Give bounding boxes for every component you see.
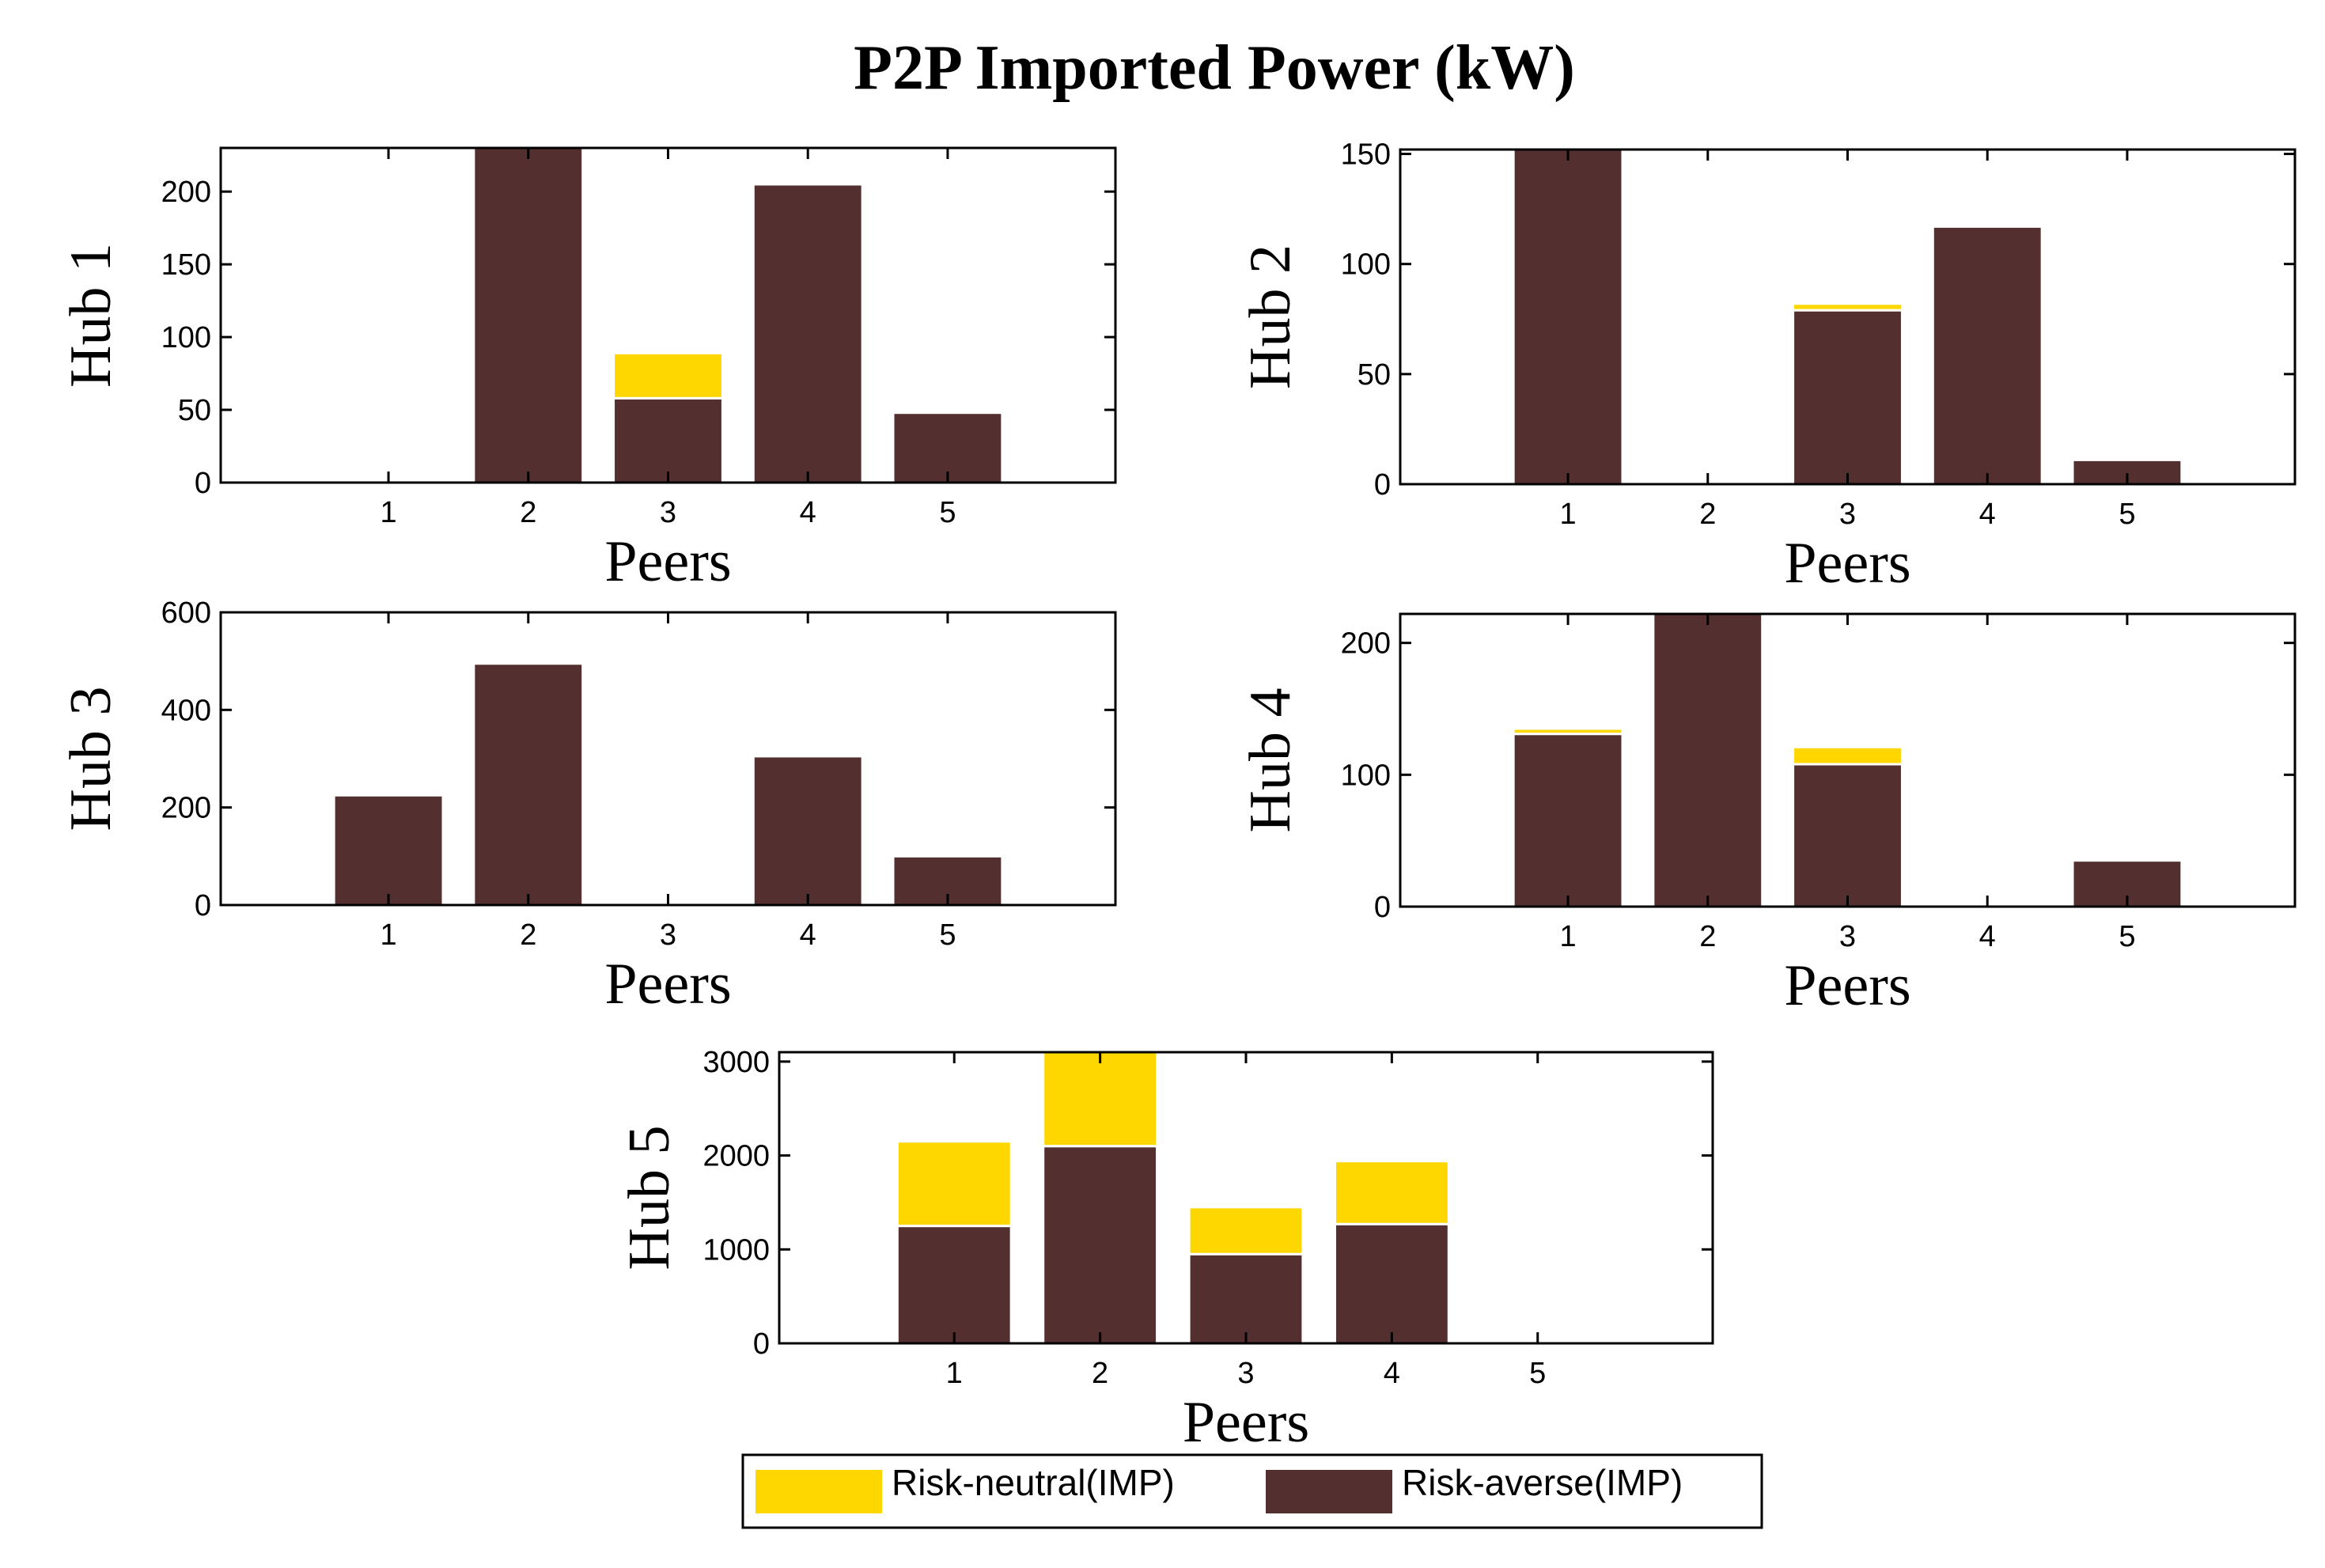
subplot-hub-3: 0 200 400 600 1 2 3 4 5 Peers Hub 3 <box>59 597 1117 1017</box>
xlabel-hub-4: Peers <box>1784 953 1910 1018</box>
xtick-label-hub5-1: 1 <box>946 1357 963 1390</box>
xtick-label-hub1-2: 2 <box>520 496 536 529</box>
ytick-label-hub4-0: 0 <box>1374 891 1391 924</box>
xtick-label-hub5-4: 4 <box>1384 1357 1400 1390</box>
bar-hub5-peer3-risk-averse <box>1187 1252 1304 1345</box>
ytick-label-hub3-200: 200 <box>161 792 211 825</box>
bar-hub3-peer4-risk-averse <box>752 755 864 907</box>
bar-hub4-peer2-risk-averse <box>1652 612 1764 908</box>
xtick-label-hub2-1: 1 <box>1559 498 1576 531</box>
bars-hub-4 <box>1512 612 2183 908</box>
xtick-label-hub5-5: 5 <box>1529 1357 1546 1390</box>
bar-hub1-peer2-risk-averse <box>472 146 585 484</box>
ytick-label-hub2-0: 0 <box>1374 468 1391 502</box>
xtick-label-hub2-3: 3 <box>1839 498 1856 531</box>
legend-swatch-risk-averse <box>1266 1470 1392 1513</box>
ytick-label-hub3-0: 0 <box>195 889 211 922</box>
xtick-label-hub1-4: 4 <box>800 496 816 529</box>
ytick-label-hub3-600: 600 <box>161 597 211 630</box>
bar-hub2-peer3-risk-neutral <box>1792 302 1903 312</box>
ytick-label-hub4-200: 200 <box>1341 627 1391 661</box>
bar-hub5-peer4-risk-neutral <box>1333 1160 1450 1225</box>
ylabel-hub-3: Hub 3 <box>59 687 123 831</box>
xtick-label-hub4-1: 1 <box>1559 920 1576 953</box>
ytick-label-hub5-0: 0 <box>753 1327 770 1361</box>
xtick-label-hub4-5: 5 <box>2119 920 2135 953</box>
bar-hub2-peer4-risk-averse <box>1931 225 2043 486</box>
bars-hub-3 <box>332 662 1004 907</box>
ytick-label-hub2-150: 150 <box>1341 138 1391 172</box>
bar-hub3-peer2-risk-averse <box>472 662 585 907</box>
ylabel-hub-2: Hub 2 <box>1238 244 1303 389</box>
ytick-label-hub2-50: 50 <box>1358 358 1391 392</box>
legend-label-risk-averse: Risk-averse(IMP) <box>1402 1462 1683 1503</box>
ytick-label-hub1-0: 0 <box>195 467 211 500</box>
bar-hub1-peer4-risk-averse <box>752 183 864 484</box>
bars-hub-2 <box>1512 148 2183 486</box>
bar-hub4-peer3-risk-averse <box>1792 763 1903 908</box>
ylabel-hub-4: Hub 4 <box>1238 688 1303 833</box>
xlabel-hub-1: Peers <box>604 529 731 594</box>
bar-hub1-peer5-risk-averse <box>892 411 1004 484</box>
ytick-label-hub1-150: 150 <box>161 248 211 282</box>
bar-hub2-peer3-risk-averse <box>1792 309 1903 486</box>
xlabel-hub-2: Peers <box>1784 531 1910 596</box>
bar-hub3-peer1-risk-averse <box>332 793 445 907</box>
xtick-label-hub3-4: 4 <box>800 918 816 952</box>
bar-hub4-peer1-risk-neutral <box>1512 727 1624 736</box>
subplot-hub-4: 0 100 200 1 2 3 4 5 Peers Hub 4 <box>1238 612 2297 1018</box>
xtick-label-hub1-5: 5 <box>939 496 956 529</box>
xtick-label-hub1-3: 3 <box>660 496 676 529</box>
legend: Risk-neutral(IMP) Risk-averse(IMP) <box>741 1453 1763 1529</box>
xlabel-hub-3: Peers <box>604 952 731 1017</box>
bars-hub-1 <box>472 146 1004 484</box>
xtick-label-hub4-2: 2 <box>1699 920 1716 953</box>
xtick-label-hub2-5: 5 <box>2119 498 2135 531</box>
xtick-label-hub2-2: 2 <box>1699 498 1716 531</box>
bar-hub4-peer3-risk-neutral <box>1792 745 1903 766</box>
ytick-label-hub2-100: 100 <box>1341 248 1391 282</box>
xtick-label-hub3-1: 1 <box>380 918 396 952</box>
ytick-label-hub4-100: 100 <box>1341 759 1391 792</box>
ytick-label-hub5-3000: 3000 <box>702 1046 770 1079</box>
bar-hub5-peer1-risk-averse <box>896 1225 1013 1345</box>
legend-swatch-risk-neutral <box>755 1470 882 1513</box>
xtick-label-hub3-2: 2 <box>520 918 536 952</box>
xtick-label-hub1-1: 1 <box>380 496 396 529</box>
ytick-label-hub1-50: 50 <box>178 394 211 427</box>
bar-hub4-peer1-risk-averse <box>1512 733 1624 908</box>
bar-hub5-peer2-risk-averse <box>1042 1145 1159 1345</box>
ylabel-hub-1: Hub 1 <box>59 243 123 388</box>
ytick-label-hub5-1000: 1000 <box>702 1233 770 1267</box>
bar-hub1-peer3-risk-neutral <box>612 351 724 400</box>
chart-title: P2P Imported Power (kW) <box>854 33 1575 103</box>
ytick-label-hub3-400: 400 <box>161 694 211 727</box>
xtick-label-hub3-5: 5 <box>939 918 956 952</box>
legend-label-risk-neutral: Risk-neutral(IMP) <box>892 1462 1175 1503</box>
ytick-label-hub5-2000: 2000 <box>702 1140 770 1173</box>
xtick-label-hub4-4: 4 <box>1979 920 1996 953</box>
xtick-label-hub5-3: 3 <box>1237 1357 1254 1390</box>
subplot-hub-5: 0 1000 2000 3000 1 2 3 4 5 Peers Hub 5 <box>617 1046 1714 1455</box>
legend-box <box>741 1453 1763 1529</box>
bars-hub-5 <box>896 1051 1450 1345</box>
bar-hub1-peer3-risk-averse <box>612 396 724 484</box>
xtick-label-hub2-4: 4 <box>1979 498 1996 531</box>
xtick-label-hub5-2: 2 <box>1092 1357 1108 1390</box>
bar-hub2-peer1-risk-averse <box>1512 148 1624 486</box>
bar-hub5-peer2-risk-neutral <box>1042 1051 1159 1148</box>
subplot-hub-2: 0 50 100 150 1 2 3 4 5 Peers Hub 2 <box>1238 138 2297 596</box>
xtick-label-hub4-3: 3 <box>1839 920 1856 953</box>
ylabel-hub-5: Hub 5 <box>617 1126 682 1271</box>
xlabel-hub-5: Peers <box>1183 1390 1309 1455</box>
bar-hub5-peer3-risk-neutral <box>1187 1206 1304 1256</box>
bar-hub5-peer4-risk-averse <box>1333 1222 1450 1345</box>
subplot-hub-1: 0 50 100 150 200 1 2 3 4 5 Peers Hub 1 <box>59 146 1117 594</box>
ytick-label-hub1-100: 100 <box>161 321 211 354</box>
ytick-label-hub1-200: 200 <box>161 176 211 209</box>
xtick-label-hub3-3: 3 <box>660 918 676 952</box>
bar-hub5-peer1-risk-neutral <box>896 1140 1013 1228</box>
